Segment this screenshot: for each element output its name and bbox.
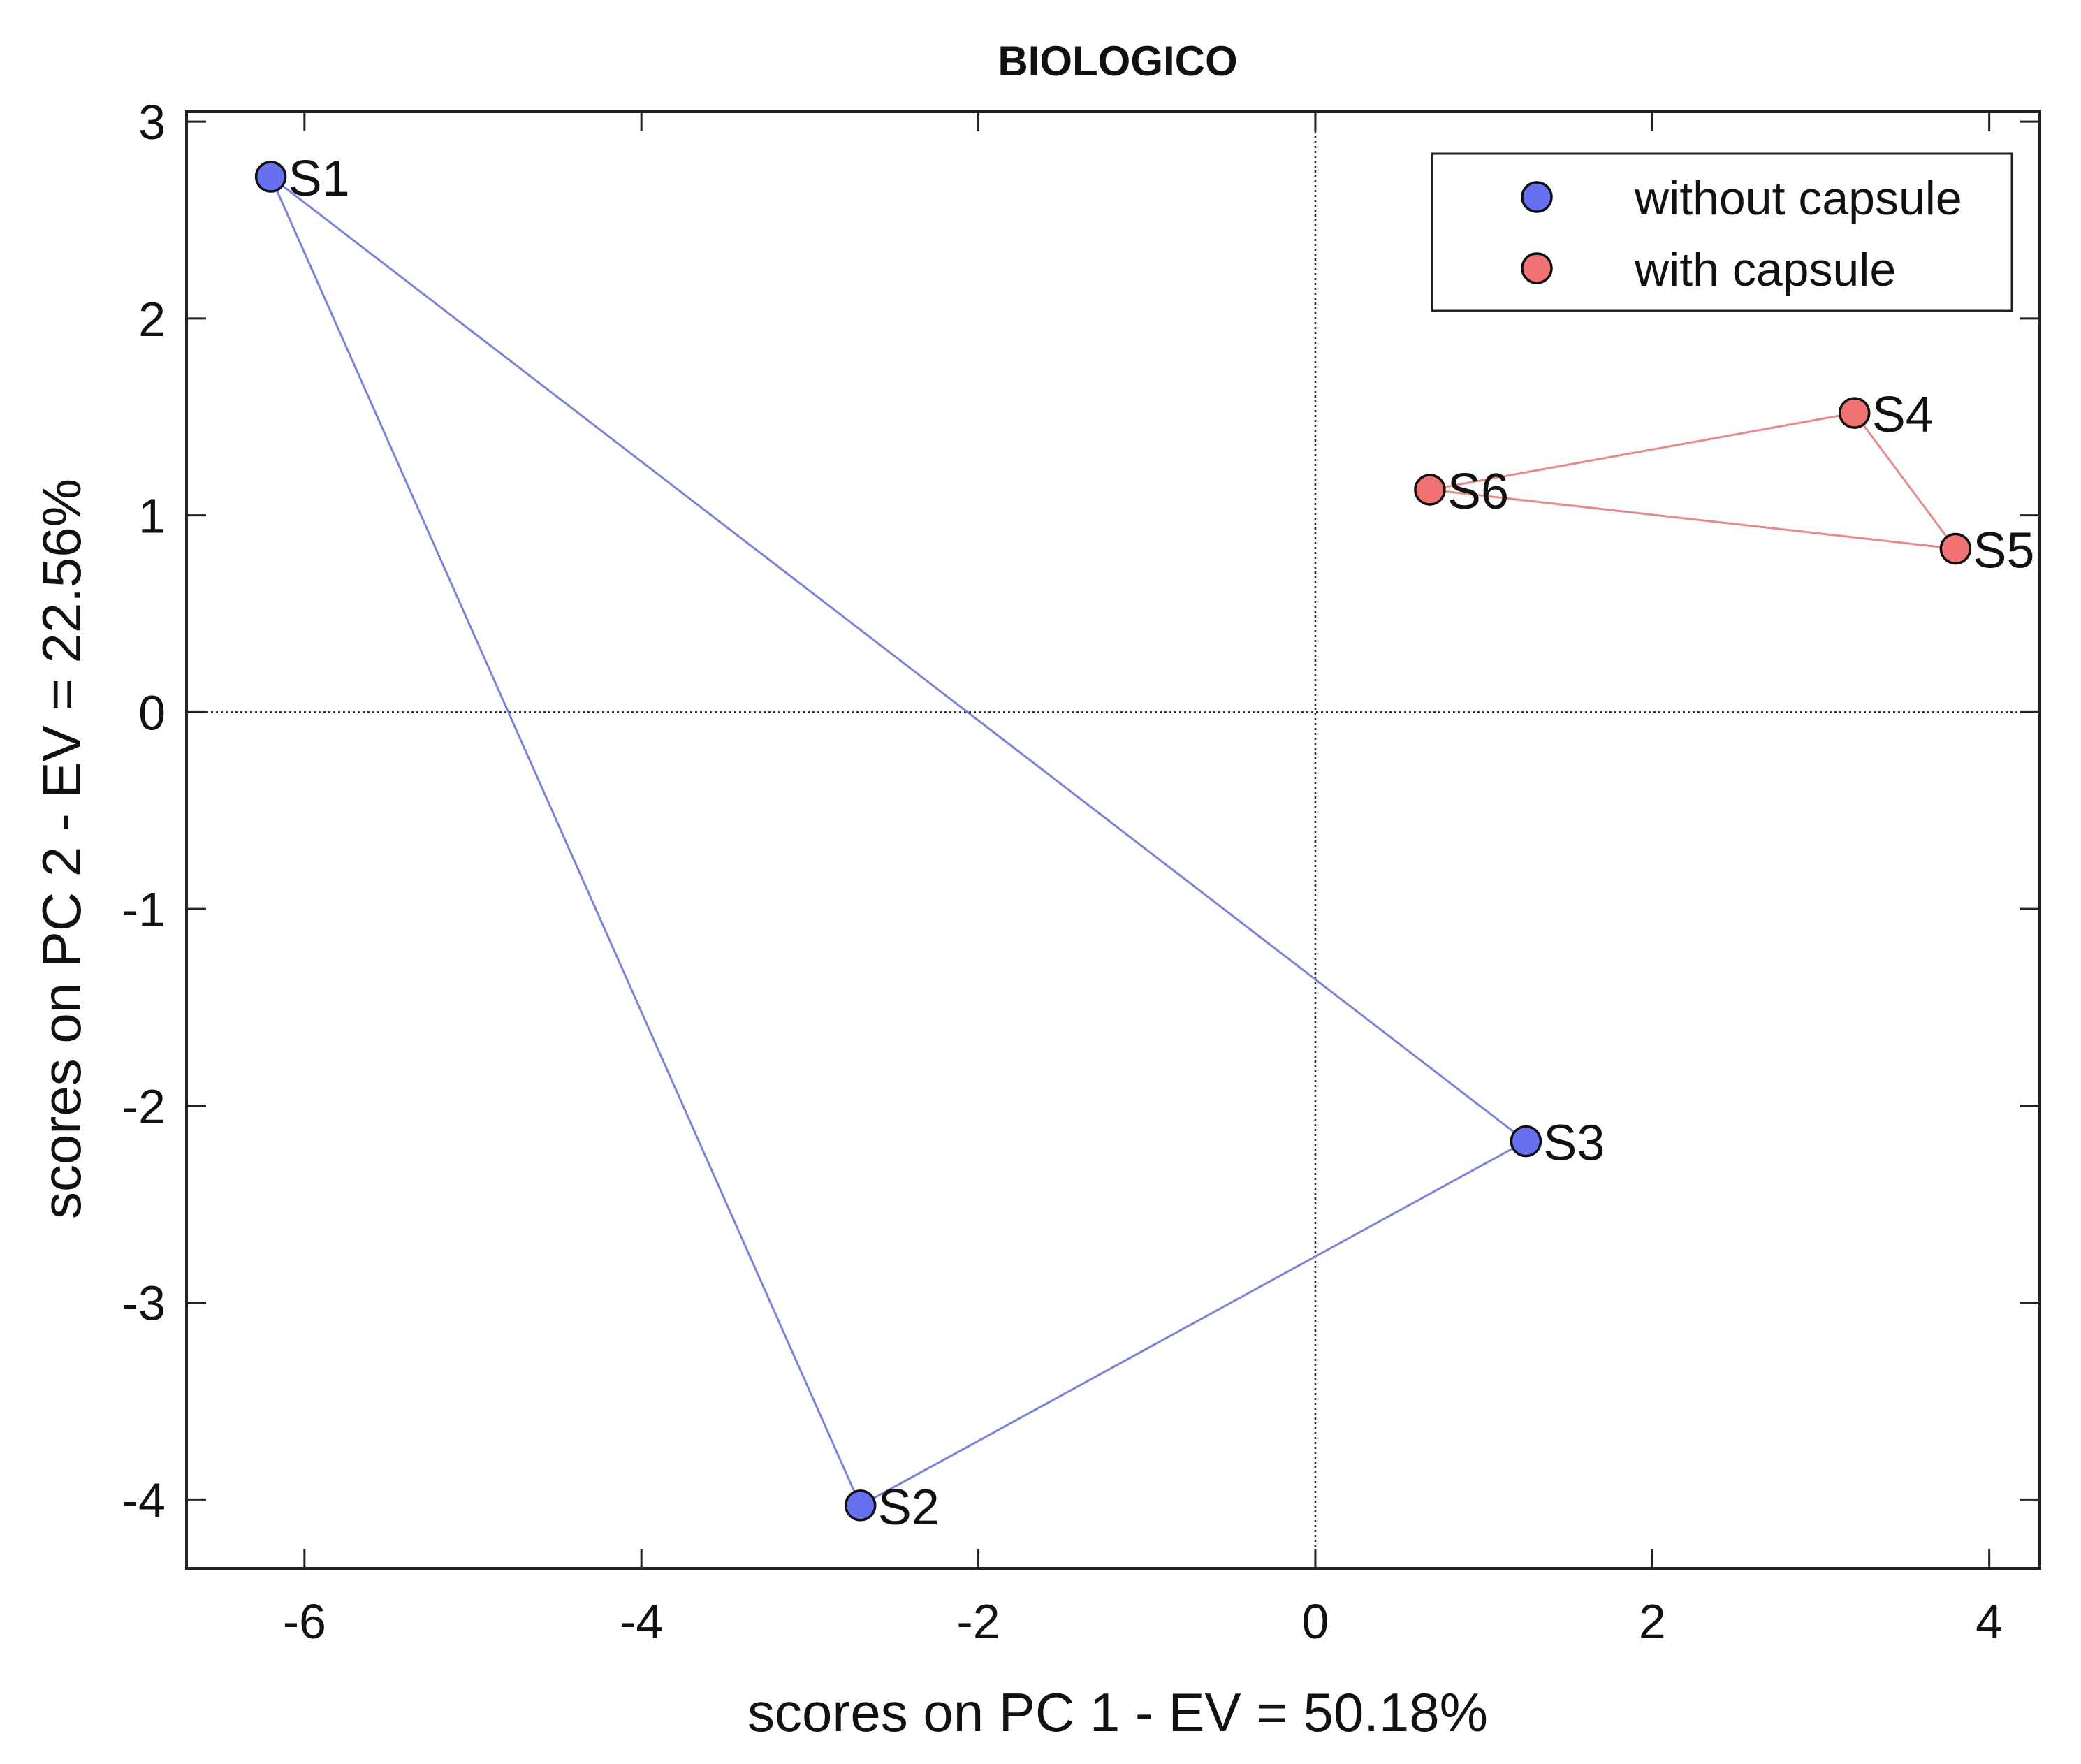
point-label-s6: S6 [1447,464,1509,520]
legend-marker-without-capsule [1521,181,1553,213]
y-axis-label: scores on PC 2 - EV = 22.56% [31,479,92,1219]
x-tick-label: 0 [1301,1594,1329,1649]
data-point-s3 [1510,1125,1542,1158]
plot-frame [185,110,2041,1570]
data-point-s1 [254,161,287,193]
plot-area: -6 -4 -2 0 2 4 -4 -3 -2 -1 0 1 2 3 S1 S2 S3 S4 S5 S6 [122,95,2040,1649]
y-tick-label: -1 [122,882,166,937]
x-tick-label: 4 [1976,1594,2003,1649]
chart-title: BIOLOGICO [998,38,1237,85]
point-label-s1: S1 [289,151,350,207]
y-tick-label: -3 [122,1276,166,1331]
x-tick-label: 2 [1639,1594,1666,1649]
legend-label-with-capsule: with capsule [1634,243,1896,296]
point-label-s2: S2 [878,1480,940,1536]
y-tick-label: -4 [122,1473,166,1527]
point-label-s4: S4 [1872,387,1934,443]
point-label-s5: S5 [1973,523,2034,579]
legend: without capsule with capsule [1431,152,2013,312]
x-tick-label: -4 [620,1594,663,1649]
y-tick-label: 1 [138,489,166,544]
y-tick-label: 3 [138,95,166,150]
hull-without-capsule [270,175,1528,1507]
point-label-s3: S3 [1543,1116,1605,1172]
y-tick-label: 2 [138,292,166,347]
y-tick-label: -2 [122,1079,166,1134]
x-axis-label: scores on PC 1 - EV = 50.18% [747,1682,1488,1743]
legend-marker-with-capsule [1521,252,1553,284]
data-point-s6 [1414,474,1446,506]
legend-box [1431,152,2013,312]
x-tick-label: -2 [956,1594,1000,1649]
data-point-s4 [1838,397,1871,429]
data-point-s5 [1939,532,1972,565]
legend-label-without-capsule: without capsule [1634,172,1962,225]
x-tick-label: -6 [283,1594,326,1649]
data-point-s2 [844,1489,877,1522]
hull-with-capsule [1429,411,1958,551]
y-tick-label: 0 [138,685,166,740]
